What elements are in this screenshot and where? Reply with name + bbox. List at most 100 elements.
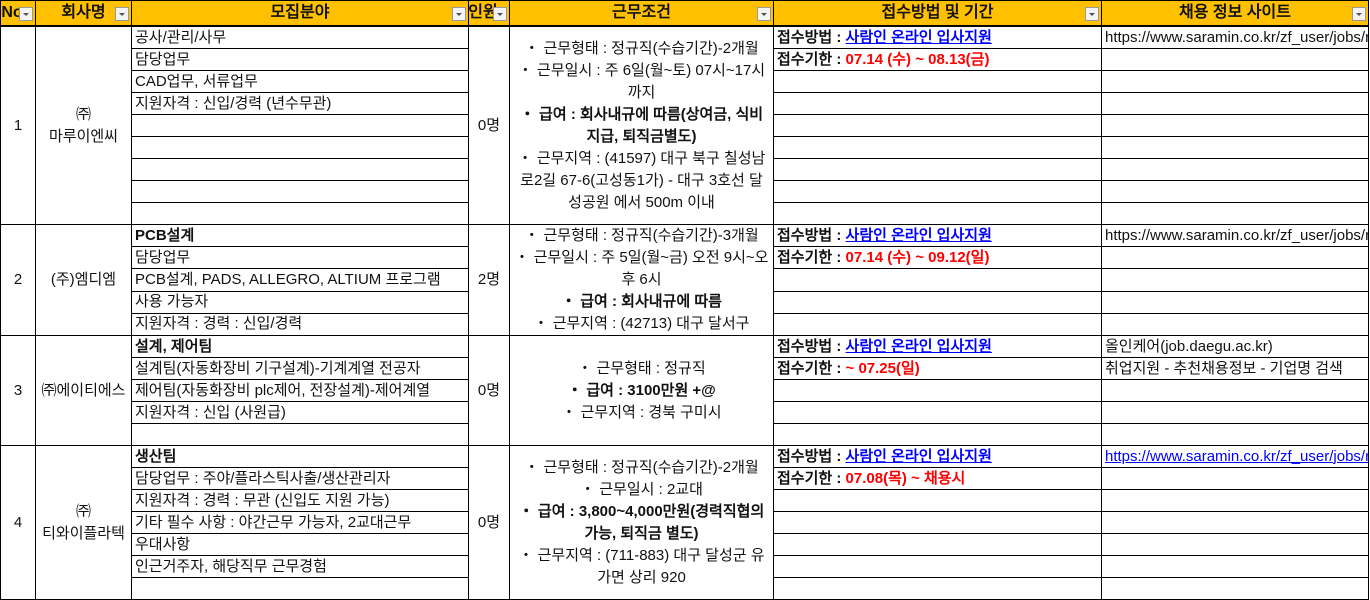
field-cell[interactable]: 우대사항 <box>131 533 469 556</box>
empty-cell[interactable] <box>1101 70 1369 93</box>
filter-dropdown-icon[interactable] <box>19 7 33 21</box>
field-cell[interactable] <box>131 158 469 181</box>
empty-cell[interactable] <box>773 423 1102 446</box>
apply-deadline-cell[interactable]: 접수기한 : ~ 07.25(일) <box>773 357 1102 380</box>
field-cell[interactable]: 설계팀(자동화장비 기구설계)-기계계열 전공자 <box>131 357 469 380</box>
field-cell[interactable]: 담당업무 <box>131 48 469 71</box>
apply-method-cell[interactable]: 접수방법 : 사람인 온라인 입사지원 <box>773 223 1102 248</box>
headcount[interactable]: 0명 <box>468 25 510 225</box>
apply-method-cell[interactable]: 접수방법 : 사람인 온라인 입사지원 <box>773 25 1102 49</box>
site-cell[interactable]: 취업지원 - 추천채용정보 - 기업명 검색 <box>1101 357 1369 380</box>
site-cell[interactable]: https://www.saramin.co.kr/zf_user/jobs/r… <box>1101 25 1369 49</box>
field-cell[interactable]: PCB설계, PADS, ALLEGRO, ALTIUM 프로그램 <box>131 268 469 292</box>
empty-cell[interactable] <box>773 489 1102 512</box>
empty-cell[interactable] <box>1101 180 1369 203</box>
row-number[interactable]: 2 <box>0 224 36 336</box>
field-cell[interactable] <box>131 114 469 137</box>
apply-deadline-cell[interactable]: 접수기한 : 07.14 (수) ~ 08.13(금) <box>773 48 1102 71</box>
field-cell[interactable]: 지원자격 : 경력 : 신입/경력 <box>131 312 469 337</box>
field-cell[interactable]: 지원자격 : 신입 (사원급) <box>131 401 469 424</box>
apply-deadline-cell[interactable]: 접수기한 : 07.14 (수) ~ 09.12(일) <box>773 246 1102 270</box>
company-name[interactable]: ㈜ 마루이엔씨 <box>35 25 132 225</box>
empty-cell[interactable] <box>773 577 1102 600</box>
field-cell[interactable] <box>131 180 469 203</box>
field-cell[interactable]: PCB설계 <box>131 223 469 248</box>
field-cell[interactable]: 공사/관리/사무 <box>131 25 469 49</box>
filter-dropdown-icon[interactable] <box>757 7 771 21</box>
field-cell[interactable]: 인근거주자, 해당직무 근무경험 <box>131 555 469 578</box>
empty-cell[interactable] <box>773 180 1102 203</box>
row-number[interactable]: 1 <box>0 25 36 225</box>
empty-cell[interactable] <box>1101 489 1369 512</box>
empty-cell[interactable] <box>773 268 1102 292</box>
empty-cell[interactable] <box>1101 312 1369 337</box>
row-number[interactable]: 4 <box>0 445 36 600</box>
empty-cell[interactable] <box>1101 379 1369 402</box>
apply-method-cell[interactable]: 접수방법 : 사람인 온라인 입사지원 <box>773 335 1102 358</box>
empty-cell[interactable] <box>1101 467 1369 490</box>
empty-cell[interactable] <box>773 511 1102 534</box>
field-cell[interactable]: 담당업무 <box>131 246 469 270</box>
headcount[interactable]: 0명 <box>468 335 510 446</box>
empty-cell[interactable] <box>1101 246 1369 270</box>
row-number[interactable]: 3 <box>0 335 36 446</box>
filter-dropdown-icon[interactable] <box>493 7 507 21</box>
empty-cell[interactable] <box>1101 92 1369 115</box>
work-conditions[interactable]: ・ 근무형태 : 정규직(수습기간)-2개월 ・ 근무일시 : 주 6일(월~토)… <box>509 25 774 225</box>
company-name[interactable]: ㈜에이티에스 <box>35 335 132 446</box>
empty-cell[interactable] <box>773 136 1102 159</box>
empty-cell[interactable] <box>773 312 1102 337</box>
field-cell[interactable]: 사용 가능자 <box>131 290 469 314</box>
filter-dropdown-icon[interactable] <box>115 7 129 21</box>
field-cell[interactable]: 담당업무 : 주야/플라스틱사출/생산관리자 <box>131 467 469 490</box>
field-cell[interactable]: 제어팀(자동화장비 plc제어, 전장설계)-제어계열 <box>131 379 469 402</box>
empty-cell[interactable] <box>1101 202 1369 225</box>
site-link[interactable]: https://www.saramin.co.kr/zf_user/jobs/r… <box>1105 447 1368 465</box>
empty-cell[interactable] <box>773 92 1102 115</box>
field-cell[interactable]: 기타 필수 사항 : 야간근무 가능자, 2교대근무 <box>131 511 469 534</box>
filter-dropdown-icon[interactable] <box>1352 7 1366 21</box>
empty-cell[interactable] <box>1101 268 1369 292</box>
site-text[interactable]: https://www.saramin.co.kr/zf_user/jobs/r… <box>1105 28 1368 46</box>
empty-cell[interactable] <box>1101 511 1369 534</box>
site-text[interactable]: https://www.saramin.co.kr/zf_user/jobs/r… <box>1105 226 1368 244</box>
empty-cell[interactable] <box>1101 577 1369 600</box>
field-cell[interactable]: 지원자격 : 경력 : 무관 (신입도 지원 가능) <box>131 489 469 512</box>
empty-cell[interactable] <box>773 158 1102 181</box>
work-conditions[interactable]: ・ 근무형태 : 정규직(수습기간)-2개월 ・ 근무일시 : 2교대 ・ 급여 :… <box>509 445 774 600</box>
field-cell[interactable] <box>131 136 469 159</box>
empty-cell[interactable] <box>1101 533 1369 556</box>
field-cell[interactable]: 지원자격 : 신입/경력 (년수무관) <box>131 92 469 115</box>
empty-cell[interactable] <box>1101 401 1369 424</box>
site-cell[interactable]: 올인케어(job.daegu.ac.kr) <box>1101 335 1369 358</box>
site-text[interactable]: 취업지원 - 추천채용정보 - 기업명 검색 <box>1105 359 1343 377</box>
field-cell[interactable] <box>131 577 469 600</box>
method-link[interactable]: 사람인 온라인 입사지원 <box>845 337 992 355</box>
company-name[interactable]: (주)엠디엠 <box>35 224 132 336</box>
field-cell[interactable] <box>131 423 469 446</box>
empty-cell[interactable] <box>773 114 1102 137</box>
empty-cell[interactable] <box>773 290 1102 314</box>
company-name[interactable]: ㈜ 티와이플라텍 <box>35 445 132 600</box>
empty-cell[interactable] <box>1101 555 1369 578</box>
apply-method-cell[interactable]: 접수방법 : 사람인 온라인 입사지원 <box>773 445 1102 468</box>
empty-cell[interactable] <box>1101 114 1369 137</box>
empty-cell[interactable] <box>773 401 1102 424</box>
empty-cell[interactable] <box>1101 48 1369 71</box>
field-cell[interactable]: CAD업무, 서류업무 <box>131 70 469 93</box>
filter-dropdown-icon[interactable] <box>1085 7 1099 21</box>
site-cell[interactable]: https://www.saramin.co.kr/zf_user/jobs/r… <box>1101 445 1369 468</box>
empty-cell[interactable] <box>1101 158 1369 181</box>
empty-cell[interactable] <box>1101 290 1369 314</box>
empty-cell[interactable] <box>773 533 1102 556</box>
empty-cell[interactable] <box>773 202 1102 225</box>
empty-cell[interactable] <box>773 70 1102 93</box>
empty-cell[interactable] <box>773 379 1102 402</box>
field-cell[interactable]: 생산팀 <box>131 445 469 468</box>
empty-cell[interactable] <box>1101 136 1369 159</box>
apply-deadline-cell[interactable]: 접수기한 : 07.08(목) ~ 채용시 <box>773 467 1102 490</box>
work-conditions[interactable]: ・ 근무형태 : 정규직(수습기간)-3개월 ・ 근무일시 : 주 5일(월~금)… <box>509 224 774 336</box>
empty-cell[interactable] <box>1101 423 1369 446</box>
field-cell[interactable] <box>131 202 469 225</box>
field-cell[interactable]: 설계, 제어팀 <box>131 335 469 358</box>
